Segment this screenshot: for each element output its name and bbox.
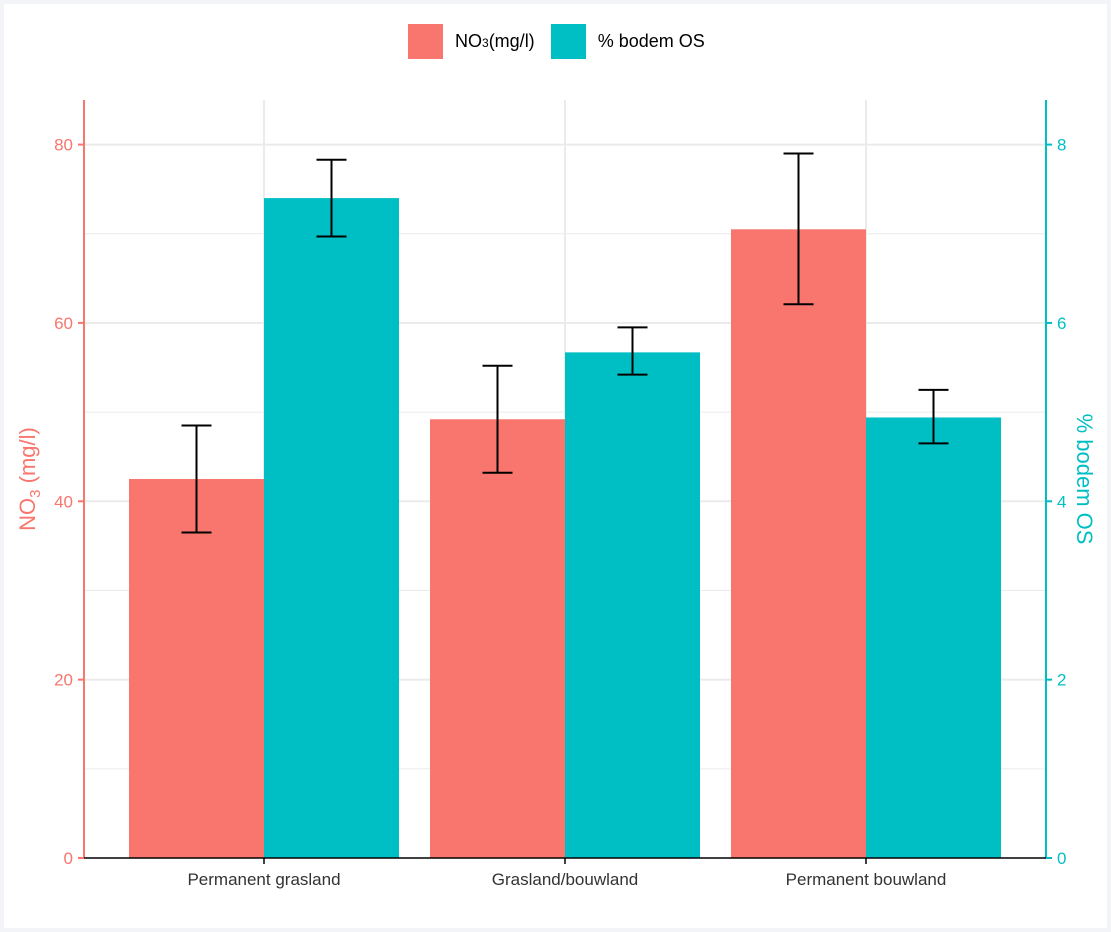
bar-no3-1 [430,419,565,858]
right-axis-tick-label: 6 [1057,314,1066,333]
x-axis-tick-label: Grasland/bouwland [492,870,638,889]
legend-label-no3: NO 3 (mg/l) [455,31,535,51]
right-axis-title: % bodem OS [1072,414,1097,545]
right-axis-tick-label: 0 [1057,849,1066,868]
legend-label-os: % bodem OS [597,31,705,51]
left-axis-tick-label: 0 [64,849,73,868]
left-axis-tick-label: 60 [54,314,73,333]
legend: NO 3 (mg/l) % bodem OS [408,24,721,59]
left-axis-tick-label: 80 [54,136,73,155]
bar-no3-2 [731,229,866,858]
bar-os-1 [565,352,700,858]
left-axis-tick-label: 20 [54,671,73,690]
x-axis-tick-label: Permanent bouwland [786,870,947,889]
right-axis-tick-label: 8 [1057,136,1066,155]
x-axis-tick-label: Permanent grasland [187,870,340,889]
legend-item-no3: NO 3 (mg/l) [408,24,535,59]
bar-os-0 [264,198,399,858]
left-axis-tick-label: 40 [54,492,73,511]
bar-no3-0 [129,479,264,858]
legend-item-os: % bodem OS [550,24,705,59]
right-axis-tick-label: 2 [1057,671,1066,690]
right-axis-tick-label: 4 [1057,492,1066,511]
left-axis-title: NO3 (mg/l) [15,427,44,531]
bar-os-2 [866,417,1001,858]
legend-swatch-no3 [408,24,443,59]
legend-swatch-os [550,24,586,59]
